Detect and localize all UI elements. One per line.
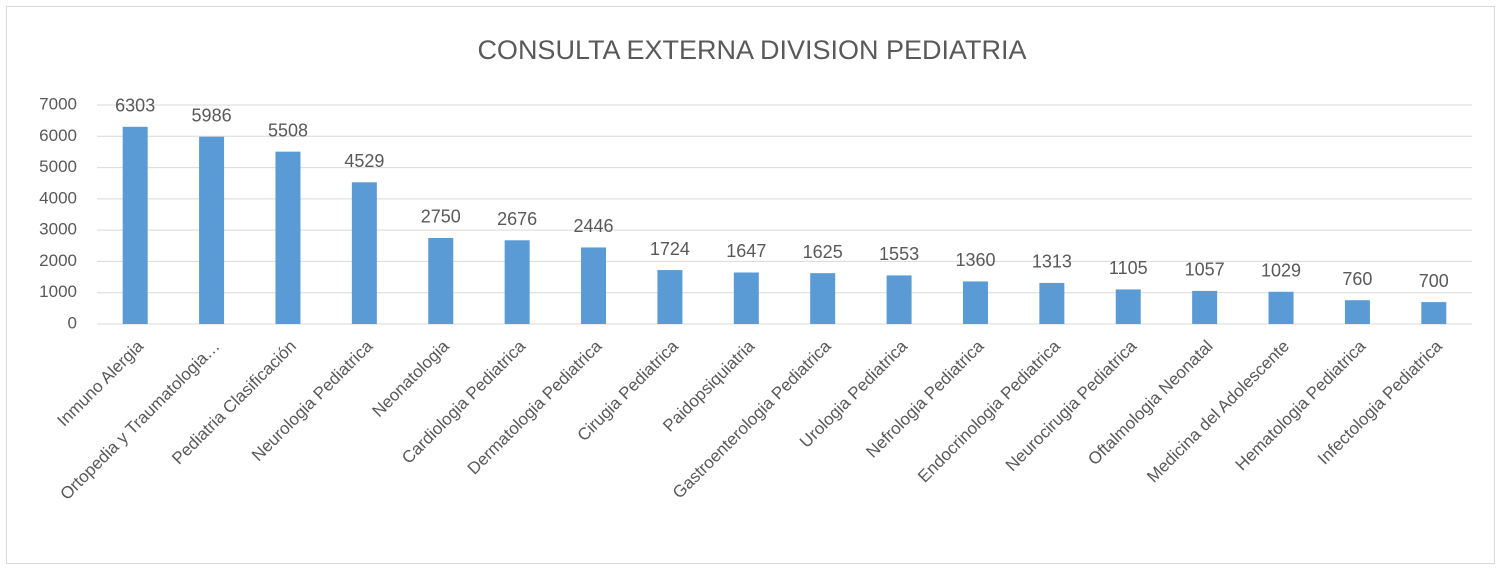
y-tick-label: 6000 (39, 126, 77, 145)
bar (428, 237, 454, 324)
bar (351, 182, 377, 324)
bar (504, 240, 530, 324)
bar (657, 270, 683, 324)
bar (962, 281, 988, 324)
bar (1421, 302, 1447, 324)
data-label: 1647 (726, 241, 766, 261)
bar (1039, 282, 1065, 324)
data-label: 5986 (192, 105, 232, 125)
data-label: 6303 (115, 96, 155, 116)
bar (886, 275, 912, 324)
y-tick-label: 5000 (39, 157, 77, 176)
chart-title: CONSULTA EXTERNA DIVISION PEDIATRIA (477, 35, 1026, 65)
data-label: 1724 (650, 239, 690, 259)
y-tick-label: 4000 (39, 188, 77, 207)
bar (1115, 289, 1141, 324)
bar (810, 273, 836, 324)
data-label: 5508 (268, 120, 308, 140)
bar (1268, 291, 1294, 324)
bar (122, 126, 148, 324)
bar (733, 272, 759, 324)
y-tick-label: 0 (68, 313, 77, 332)
bar (275, 151, 301, 324)
data-label: 1553 (879, 244, 919, 264)
data-label: 760 (1342, 269, 1372, 289)
data-label: 700 (1419, 271, 1449, 291)
y-tick-label: 2000 (39, 251, 77, 270)
data-label: 2750 (421, 207, 461, 227)
data-label: 1029 (1261, 261, 1301, 281)
data-label: 1625 (803, 242, 843, 262)
bar (581, 247, 607, 324)
data-label: 4529 (344, 151, 384, 171)
data-label: 2676 (497, 209, 537, 229)
y-tick-label: 3000 (39, 220, 77, 239)
data-label: 2446 (574, 216, 614, 236)
data-label: 1105 (1109, 258, 1148, 278)
bar (1192, 290, 1218, 324)
bar (199, 136, 225, 324)
data-label: 1360 (955, 250, 995, 270)
y-tick-label: 7000 (39, 94, 77, 113)
y-tick-label: 1000 (39, 282, 77, 301)
data-label: 1313 (1032, 252, 1072, 272)
bar (1344, 300, 1370, 324)
data-label: 1057 (1185, 260, 1225, 280)
